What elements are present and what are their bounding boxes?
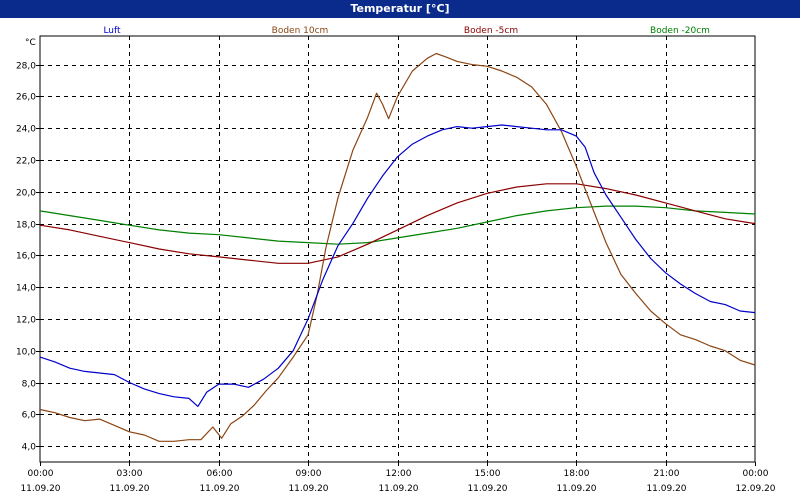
y-tick-label: 20,0	[16, 189, 36, 199]
x-tick-time: 21:00	[654, 469, 680, 479]
x-tick-date: 11.09.20	[467, 484, 507, 494]
x-tick-date: 12.09.20	[735, 484, 775, 494]
y-tick-label: 10,0	[16, 348, 36, 358]
y-tick-label: 24,0	[16, 125, 36, 135]
y-tick-label: 4,0	[22, 443, 37, 453]
y-tick-label: 18,0	[16, 221, 36, 231]
series-line-boden-20cm	[39, 205, 756, 245]
x-tick-date: 11.09.20	[109, 484, 149, 494]
chart-title: Temperatur [°C]	[0, 0, 800, 18]
y-tick-label: 14,0	[16, 284, 36, 294]
x-tick-date: 11.09.20	[378, 484, 418, 494]
legend-entry: Luft	[103, 26, 121, 36]
y-tick-label: 8,0	[22, 380, 37, 390]
y-axis-unit: °C	[25, 38, 36, 48]
plot-area	[39, 35, 756, 463]
temperature-chart: 4,0 6,0 8,0 10,0 12,0 14,0 16,0 18,0 20,0 22,0 24,…	[16, 26, 776, 494]
x-tick-date: 11.09.20	[20, 484, 60, 494]
y-tick-label: 6,0	[22, 411, 37, 421]
x-tick-time: 09:00	[296, 469, 322, 479]
legend-entry: Boden -20cm	[650, 26, 710, 36]
series-line-luft	[39, 124, 756, 407]
y-tick-label: 26,0	[16, 93, 36, 103]
x-tick-date: 11.09.20	[199, 484, 239, 494]
x-tick-date: 11.09.20	[646, 484, 686, 494]
x-tick-time: 00:00	[28, 469, 54, 479]
y-tick-label: 28,0	[16, 62, 36, 72]
y-tick-label: 22,0	[16, 157, 36, 167]
x-tick-time: 15:00	[475, 469, 501, 479]
x-tick-date: 11.09.20	[556, 484, 596, 494]
x-tick-time: 03:00	[117, 469, 143, 479]
series-line-boden-5cm	[39, 183, 756, 264]
y-tick-label: 16,0	[16, 252, 36, 262]
x-tick-time: 12:00	[386, 469, 412, 479]
series-line-boden-10cm	[39, 52, 756, 442]
y-tick-label: 12,0	[16, 316, 36, 326]
x-tick-time: 06:00	[207, 469, 233, 479]
legend-entry: Boden -5cm	[464, 26, 518, 36]
x-tick-time: 18:00	[564, 469, 590, 479]
x-tick-time: 00:00	[743, 469, 769, 479]
legend-entry: Boden 10cm	[272, 26, 329, 36]
x-tick-date: 11.09.20	[288, 484, 328, 494]
